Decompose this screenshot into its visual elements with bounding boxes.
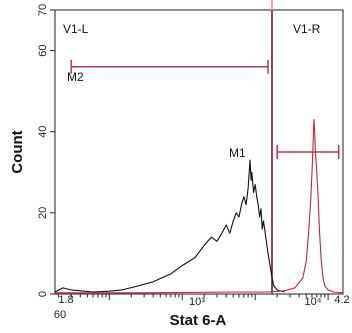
histogram-series-1 xyxy=(54,159,285,293)
y-tick-label-20: 20 xyxy=(37,207,49,219)
region-label-left: V1-L xyxy=(63,22,89,36)
x-tick-label-1e4: 10⁴ xyxy=(305,296,322,308)
y-axis-title: Count xyxy=(9,130,26,173)
x-tick-label-1e3: 10³ xyxy=(189,296,205,308)
y-tick-label-60: 60 xyxy=(37,44,49,56)
histogram-series-2 xyxy=(55,118,344,294)
x-axis-title: Stat 6-A xyxy=(170,312,227,329)
marker-label-m2: M2 xyxy=(67,70,84,84)
y-tick-label-0: 0 xyxy=(37,291,49,297)
marker-label-m1: M1 xyxy=(229,146,246,160)
y-tick-label-70: 70 xyxy=(37,4,49,16)
plot-frame xyxy=(54,9,344,295)
x-tick-label-max: 4.2 xyxy=(334,294,349,306)
x-tick-label-min: 1.8 xyxy=(58,294,73,306)
x-tick-label-corner: 60 xyxy=(54,309,66,321)
y-tick-label-40: 40 xyxy=(37,126,49,138)
region-label-right: V1-R xyxy=(293,22,321,36)
